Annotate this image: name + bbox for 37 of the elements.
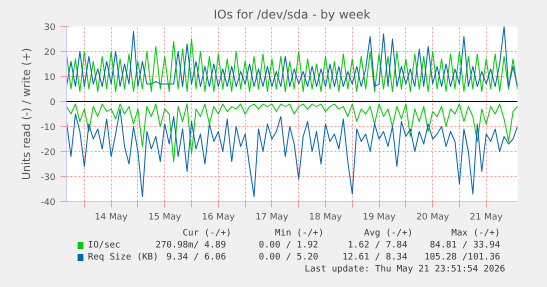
- text: Last update: Thu May 21 23:51:54 2026: [304, 264, 506, 274]
- line-series: [66, 26, 518, 87]
- text: 84.81 / 33.94: [430, 240, 500, 250]
- x-tick-label: 18 May: [309, 212, 343, 222]
- y-axis-title: Units read (-) / write (+): [20, 48, 33, 180]
- text: Cur (-/+): [182, 228, 232, 238]
- y-tick-label: -40: [40, 198, 56, 208]
- y-tick-label: 10: [44, 73, 56, 83]
- x-tick-label: 14 May: [94, 212, 128, 222]
- y-tick-label: 20: [44, 48, 56, 58]
- text: 9.34 / 6.06: [166, 252, 226, 262]
- x-tick-label: 16 May: [202, 212, 236, 222]
- y-tick-label: 0: [50, 98, 56, 108]
- x-tick-label: 15 May: [148, 212, 182, 222]
- x-tick-label: 17 May: [255, 212, 290, 222]
- text: 1.62 / 7.84: [348, 240, 408, 250]
- text: 105.28 /101.36: [424, 252, 500, 262]
- legend-label: IO/sec: [88, 240, 120, 250]
- text: Max (-/+): [451, 228, 500, 238]
- y-tick-label: 30: [44, 23, 56, 33]
- line-series: [66, 104, 518, 162]
- text: Avg (-/+): [364, 228, 413, 238]
- x-tick-label: 20 May: [416, 212, 450, 222]
- y-tick-label: -30: [40, 173, 56, 183]
- line-series: [66, 38, 518, 92]
- legend-label: Req Size (KB): [88, 252, 158, 262]
- text: 270.98m/ 4.89: [156, 240, 226, 250]
- text: Min (-/+): [274, 228, 324, 238]
- text: 12.61 / 8.34: [342, 252, 408, 262]
- line-series: [66, 108, 518, 197]
- y-tick-label: -20: [40, 148, 56, 158]
- x-tick-label: 21 May: [470, 212, 504, 222]
- x-tick-label: 19 May: [362, 212, 396, 222]
- y-tick-label: -10: [40, 123, 56, 133]
- chart-title: IOs for /dev/sda - by week: [214, 8, 370, 22]
- text: 0.00 / 5.20: [258, 252, 318, 262]
- text: 0.00 / 1.92: [258, 240, 318, 250]
